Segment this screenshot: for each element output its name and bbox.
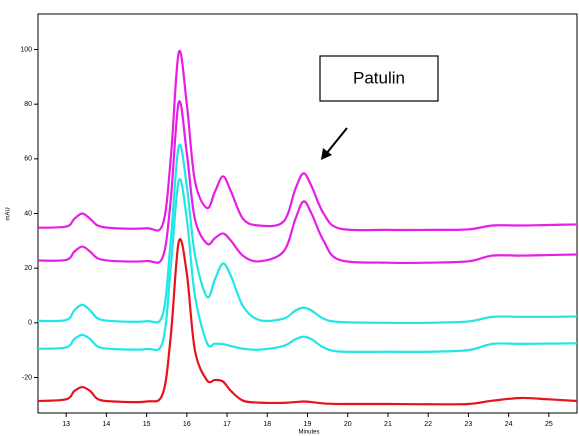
x-tick-label: 17 xyxy=(223,421,231,428)
x-tick-label: 25 xyxy=(545,421,553,428)
x-tick-label: 20 xyxy=(344,421,352,428)
x-tick-label: 15 xyxy=(143,421,151,428)
x-tick-label: 22 xyxy=(424,421,432,428)
y-tick-label: 80 xyxy=(24,101,32,108)
trace-line xyxy=(37,238,578,406)
y-tick-label: 0 xyxy=(28,320,32,327)
y-tick-label: 40 xyxy=(24,210,32,217)
annotation-arrowhead xyxy=(321,148,332,160)
trace-line xyxy=(37,143,578,325)
y-tick-label: 20 xyxy=(24,265,32,272)
trace-line xyxy=(37,178,578,354)
x-tick-label: 16 xyxy=(183,421,191,428)
x-tick-label: 19 xyxy=(304,421,312,428)
annotation-arrow xyxy=(325,127,348,155)
x-tick-label: 21 xyxy=(384,421,392,428)
annotation: Patulin xyxy=(353,68,405,87)
trace-line xyxy=(37,49,578,232)
y-tick-label: 100 xyxy=(20,46,32,53)
annotation-box xyxy=(319,55,439,102)
x-axis-label: Minutes xyxy=(298,430,319,436)
x-tick-label: 23 xyxy=(464,421,472,428)
x-tick-label: 14 xyxy=(102,421,110,428)
plot-frame xyxy=(37,13,578,414)
y-axis-label: mAU xyxy=(6,207,12,220)
y-tick-label: 60 xyxy=(24,156,32,163)
x-tick-label: 24 xyxy=(505,421,513,428)
x-tick-label: 18 xyxy=(263,421,271,428)
trace-line xyxy=(37,100,578,265)
y-tick-label: -20 xyxy=(22,374,32,381)
x-tick-label: 13 xyxy=(62,421,70,428)
